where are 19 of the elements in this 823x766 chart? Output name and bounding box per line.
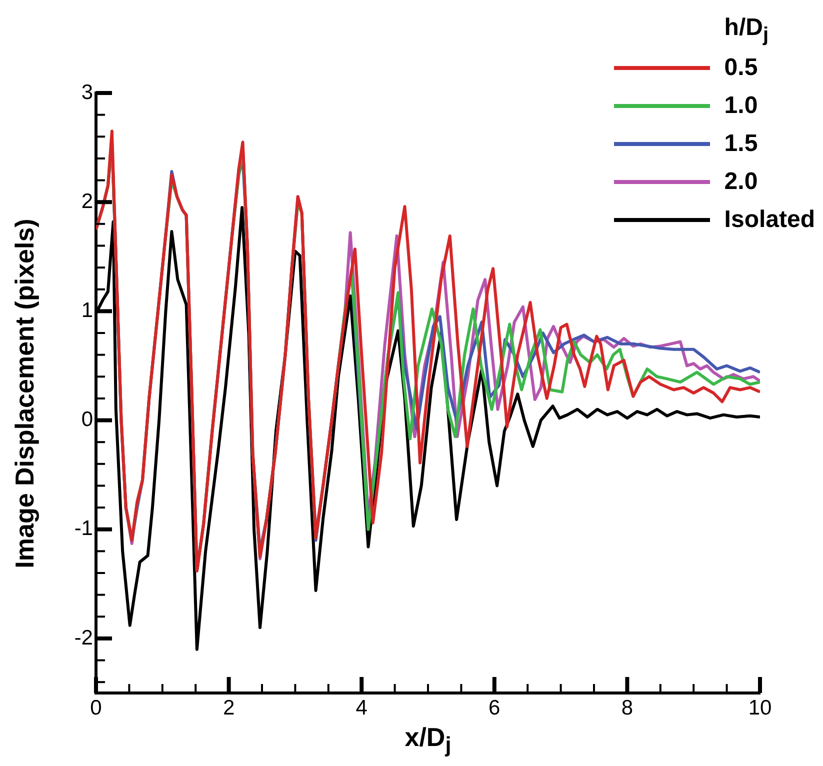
y-tick-label: -2 bbox=[74, 626, 93, 650]
y-tick-label: 3 bbox=[81, 80, 93, 104]
legend-label: 1.5 bbox=[724, 130, 758, 158]
y-tick-label: 0 bbox=[81, 408, 93, 432]
x-axis-title: x/D$_{j}$ bbox=[404, 722, 452, 758]
legend-label: 2.0 bbox=[724, 168, 758, 196]
x-tick-label: 10 bbox=[748, 696, 772, 720]
legend-label: 1.0 bbox=[724, 92, 758, 120]
y-axis-title: Image Displacement (pixels) bbox=[10, 218, 40, 568]
y-tick-label: 2 bbox=[81, 190, 93, 213]
y-tick-label: 1 bbox=[81, 298, 93, 322]
x-tick-label: 4 bbox=[356, 696, 368, 720]
legend-label: Isolated bbox=[724, 206, 815, 234]
x-tick-label: 2 bbox=[222, 696, 235, 720]
y-tick-label: -1 bbox=[74, 517, 93, 540]
x-tick-label: 8 bbox=[621, 696, 634, 720]
legend-title: h/D$_{j}$ bbox=[724, 14, 770, 47]
legend-label: 0.5 bbox=[724, 54, 758, 82]
x-tick-label: 6 bbox=[488, 696, 500, 720]
